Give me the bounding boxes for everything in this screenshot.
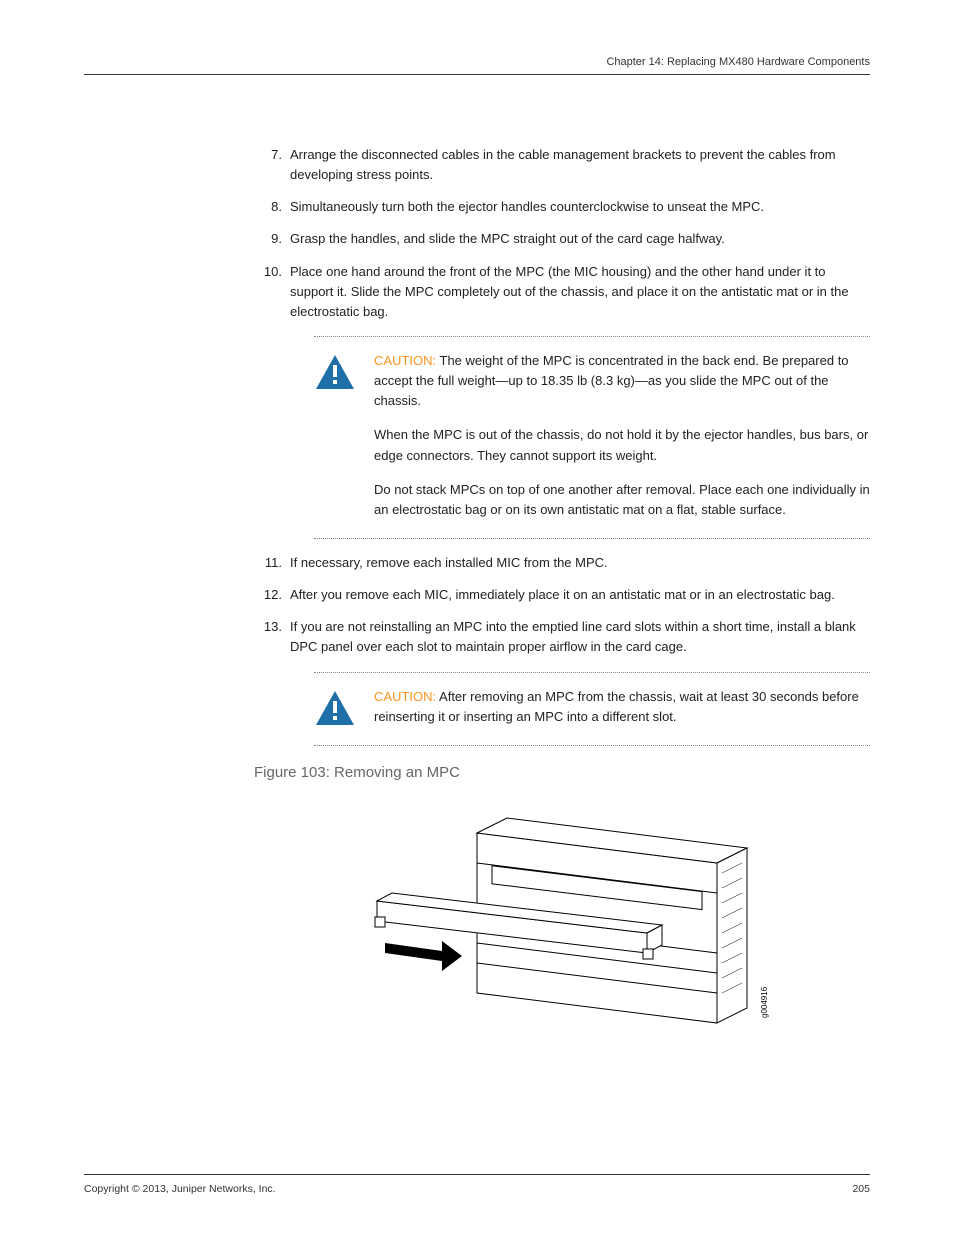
divider	[314, 538, 870, 539]
list-item: 13. If you are not reinstalling an MPC i…	[254, 617, 870, 657]
step-text: Place one hand around the front of the M…	[290, 262, 870, 322]
caution-label: CAUTION:	[374, 353, 436, 368]
step-number: 9.	[254, 229, 290, 249]
caution-box-1: CAUTION: The weight of the MPC is concen…	[314, 336, 870, 539]
divider	[314, 745, 870, 746]
step-list-a: 7. Arrange the disconnected cables in th…	[254, 145, 870, 322]
caution-text: CAUTION: The weight of the MPC is concen…	[364, 351, 870, 534]
step-text: If you are not reinstalling an MPC into …	[290, 617, 870, 657]
step-text: After you remove each MIC, immediately p…	[290, 585, 870, 605]
caution-paragraph: When the MPC is out of the chassis, do n…	[374, 425, 870, 465]
list-item: 12. After you remove each MIC, immediate…	[254, 585, 870, 605]
caution-paragraph: The weight of the MPC is concentrated in…	[374, 353, 849, 408]
figure: g004916	[254, 793, 870, 1068]
step-text: Grasp the handles, and slide the MPC str…	[290, 229, 870, 249]
warning-icon	[314, 351, 364, 396]
caution-label: CAUTION:	[374, 689, 436, 704]
page-number: 205	[852, 1183, 870, 1195]
step-number: 7.	[254, 145, 290, 185]
warning-icon	[314, 687, 364, 732]
figure-ref: g004916	[760, 986, 769, 1018]
caution-text: CAUTION: After removing an MPC from the …	[364, 687, 870, 741]
step-number: 11.	[254, 553, 290, 573]
list-item: 8. Simultaneously turn both the ejector …	[254, 197, 870, 217]
running-header: Chapter 14: Replacing MX480 Hardware Com…	[84, 56, 870, 75]
footer: Copyright © 2013, Juniper Networks, Inc.…	[84, 1174, 870, 1195]
list-item: 11. If necessary, remove each installed …	[254, 553, 870, 573]
content-area: 7. Arrange the disconnected cables in th…	[254, 145, 870, 1068]
caution-box-2: CAUTION: After removing an MPC from the …	[314, 672, 870, 746]
copyright: Copyright © 2013, Juniper Networks, Inc.	[84, 1183, 276, 1195]
caution-paragraph: After removing an MPC from the chassis, …	[374, 689, 859, 724]
chapter-title: Chapter 14: Replacing MX480 Hardware Com…	[606, 56, 870, 68]
step-text: Simultaneously turn both the ejector han…	[290, 197, 870, 217]
divider	[314, 336, 870, 337]
figure-title: Figure 103: Removing an MPC	[254, 764, 870, 781]
list-item: 10. Place one hand around the front of t…	[254, 262, 870, 322]
page: Chapter 14: Replacing MX480 Hardware Com…	[0, 0, 954, 1235]
step-text: Arrange the disconnected cables in the c…	[290, 145, 870, 185]
caution-paragraph: Do not stack MPCs on top of one another …	[374, 480, 870, 520]
step-list-b: 11. If necessary, remove each installed …	[254, 553, 870, 658]
step-number: 13.	[254, 617, 290, 657]
step-number: 8.	[254, 197, 290, 217]
caution-row: CAUTION: The weight of the MPC is concen…	[314, 351, 870, 534]
chassis-illustration: g004916	[347, 793, 777, 1063]
divider	[314, 672, 870, 673]
step-number: 12.	[254, 585, 290, 605]
step-text: If necessary, remove each installed MIC …	[290, 553, 870, 573]
step-number: 10.	[254, 262, 290, 322]
list-item: 7. Arrange the disconnected cables in th…	[254, 145, 870, 185]
list-item: 9. Grasp the handles, and slide the MPC …	[254, 229, 870, 249]
caution-row: CAUTION: After removing an MPC from the …	[314, 687, 870, 741]
